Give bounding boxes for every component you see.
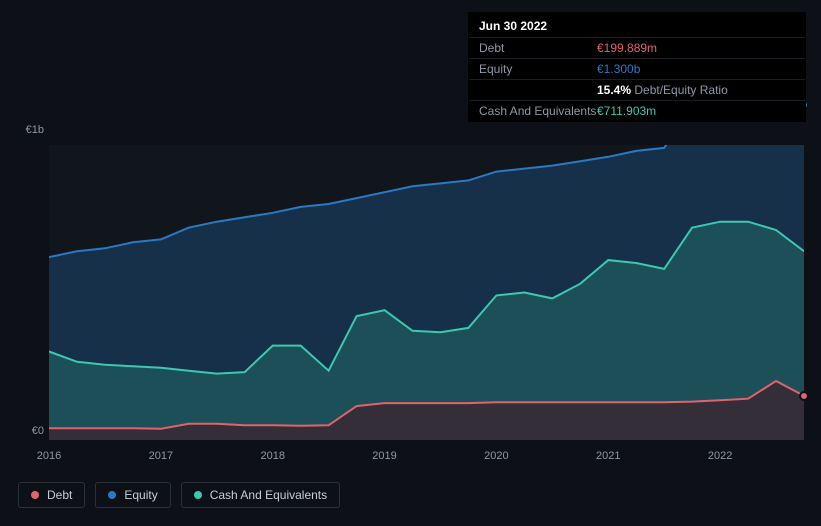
legend-dot-icon: [31, 491, 39, 499]
y-axis-label-top: €1b: [4, 124, 44, 136]
chart-legend: Debt Equity Cash And Equivalents: [18, 482, 340, 508]
legend-dot-icon: [108, 491, 116, 499]
x-axis-tick: 2017: [149, 450, 173, 462]
legend-item-cash[interactable]: Cash And Equivalents: [181, 482, 340, 508]
legend-item-label: Cash And Equivalents: [210, 488, 327, 502]
x-axis-tick: 2018: [260, 450, 284, 462]
x-axis-tick: 2016: [37, 450, 61, 462]
x-axis-tick: 2022: [708, 450, 732, 462]
legend-item-label: Debt: [47, 488, 72, 502]
tooltip-row-label: Equity: [479, 62, 597, 76]
tooltip-row: 15.4% Debt/Equity Ratio: [469, 79, 805, 100]
legend-dot-icon: [194, 491, 202, 499]
tooltip-row-value: €199.889m: [597, 41, 657, 55]
tooltip-row: Debt€199.889m: [469, 37, 805, 58]
tooltip-row-label: Debt: [479, 41, 597, 55]
tooltip-row-value: €711.903m: [597, 104, 656, 118]
chart-tooltip: Jun 30 2022 Debt€199.889mEquity€1.300b15…: [468, 12, 806, 122]
legend-item-equity[interactable]: Equity: [95, 482, 170, 508]
tooltip-row: Cash And Equivalents€711.903m: [469, 100, 805, 121]
plot-area[interactable]: [49, 145, 804, 440]
tooltip-date: Jun 30 2022: [469, 13, 805, 37]
y-axis-label-bottom: €0: [4, 425, 44, 437]
legend-item-debt[interactable]: Debt: [18, 482, 85, 508]
tooltip-row-value: 15.4% Debt/Equity Ratio: [597, 83, 728, 97]
tooltip-row-label: [479, 83, 597, 97]
x-axis-tick: 2020: [484, 450, 508, 462]
tooltip-row-label: Cash And Equivalents: [479, 104, 597, 118]
tooltip-row: Equity€1.300b: [469, 58, 805, 79]
x-axis-tick: 2019: [372, 450, 396, 462]
debt-equity-chart: €1b €0 2016 2017 2018 2019 2020 2021 2022 Jun …: [0, 0, 821, 526]
legend-item-label: Equity: [124, 488, 157, 502]
x-axis-tick: 2021: [596, 450, 620, 462]
marker-debt: [799, 391, 809, 401]
tooltip-row-value: €1.300b: [597, 62, 640, 76]
